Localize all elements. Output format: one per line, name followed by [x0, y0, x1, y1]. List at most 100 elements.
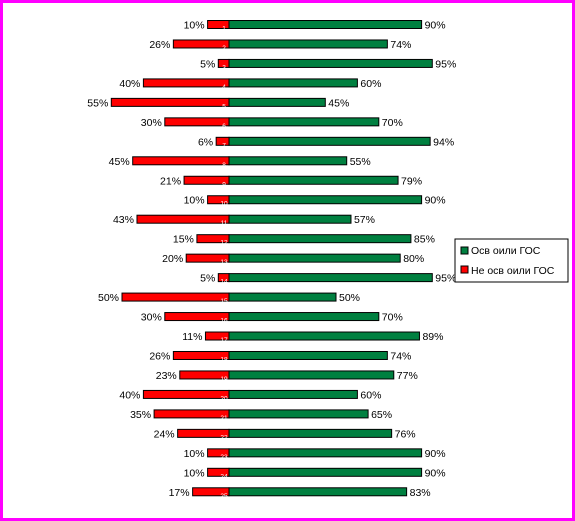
bar-fail — [142, 389, 230, 399]
bar-fail — [164, 312, 230, 322]
legend-swatch-pass — [460, 246, 469, 255]
data-label-fail: 43% — [113, 214, 134, 226]
data-label-pass: 74% — [390, 39, 411, 51]
data-label-pass: 45% — [328, 97, 349, 109]
bar-fail — [172, 39, 230, 49]
bar-pass — [228, 292, 337, 302]
data-label-fail: 10% — [184, 20, 205, 32]
data-label-fail: 50% — [98, 292, 119, 304]
bar-pass — [228, 39, 388, 49]
data-label-pass: 90% — [425, 195, 446, 207]
bar-pass — [228, 58, 433, 68]
category-label: 16 — [220, 318, 228, 325]
legend-label-fail: Не осв оили ГОС — [471, 265, 555, 277]
data-label-fail: 23% — [156, 370, 177, 382]
data-label-fail: 20% — [162, 253, 183, 265]
bar-fail — [142, 78, 230, 88]
bar-fail — [153, 409, 230, 419]
data-label-pass: 85% — [414, 234, 435, 246]
bar-pass — [228, 78, 358, 88]
category-label: 20 — [220, 395, 228, 402]
data-label-pass: 90% — [425, 20, 446, 32]
data-label-fail: 45% — [109, 156, 130, 168]
bar-pass — [228, 487, 408, 497]
data-label-fail: 24% — [154, 428, 175, 440]
bar-pass — [228, 175, 399, 185]
bar-pass — [228, 117, 380, 127]
bar-pass — [228, 448, 423, 458]
data-label-pass: 89% — [422, 331, 443, 343]
data-label-pass: 60% — [360, 78, 381, 90]
category-label: 12 — [220, 240, 228, 247]
data-label-fail: 10% — [184, 448, 205, 460]
bar-pass — [228, 428, 393, 438]
bar-fail — [164, 117, 230, 127]
data-label-fail: 10% — [184, 467, 205, 479]
bar-pass — [228, 312, 380, 322]
category-label: 7 — [222, 142, 226, 149]
bar-fail — [110, 97, 230, 107]
data-label-pass: 79% — [401, 175, 422, 187]
data-label-pass: 60% — [360, 389, 381, 401]
data-label-pass: 95% — [435, 58, 456, 70]
category-label: 24 — [220, 473, 228, 480]
data-label-pass: 80% — [403, 253, 424, 265]
bar-pass — [228, 156, 348, 166]
bar-pass — [228, 97, 326, 107]
bar-pass — [228, 467, 423, 477]
bar-pass — [228, 195, 423, 205]
category-label: 17 — [220, 337, 228, 344]
category-label: 22 — [220, 434, 228, 441]
category-label: 11 — [221, 220, 228, 227]
category-label: 13 — [220, 259, 228, 266]
bar-pass — [228, 273, 433, 283]
data-label-pass: 95% — [435, 273, 456, 285]
category-label: 6 — [222, 123, 226, 130]
category-label: 10 — [220, 201, 228, 208]
category-label: 9 — [222, 181, 226, 188]
data-label-fail: 15% — [173, 234, 194, 246]
data-label-pass: 83% — [410, 487, 431, 499]
bar-fail — [121, 292, 230, 302]
category-label: 21 — [220, 415, 228, 422]
category-label: 3 — [222, 64, 226, 71]
data-label-fail: 40% — [119, 389, 140, 401]
bar-pass — [228, 214, 352, 224]
legend-box — [454, 238, 569, 283]
data-label-fail: 11% — [182, 331, 202, 343]
bar-fail — [132, 156, 230, 166]
data-label-fail: 26% — [149, 39, 170, 51]
data-label-pass: 55% — [350, 156, 371, 168]
legend-label-pass: Осв оили ГОС — [471, 245, 541, 257]
data-label-fail: 21% — [160, 175, 181, 187]
data-label-pass: 77% — [397, 370, 418, 382]
category-label: 5 — [222, 103, 226, 110]
category-label: 2 — [222, 45, 226, 52]
bar-pass — [228, 350, 388, 360]
bar-fail — [136, 214, 230, 224]
bar-pass — [228, 234, 412, 244]
bar-pass — [228, 370, 395, 380]
data-label-fail: 5% — [200, 58, 215, 70]
data-label-fail: 17% — [169, 487, 190, 499]
data-label-fail: 35% — [130, 409, 151, 421]
category-label: 23 — [220, 454, 228, 461]
data-label-pass: 74% — [390, 350, 411, 362]
category-label: 19 — [220, 376, 228, 383]
data-label-pass: 50% — [339, 292, 360, 304]
bar-pass — [228, 409, 369, 419]
bars-group: 110% 90%226% 74%35% 95%440% 60%555% 45%630% 70… — [87, 20, 456, 500]
bar-pass — [228, 331, 420, 341]
data-label-pass: 76% — [395, 428, 416, 440]
data-label-fail: 10% — [184, 195, 205, 207]
data-label-fail: 5% — [200, 273, 215, 285]
category-label: 8 — [222, 162, 226, 169]
bar-pass — [228, 20, 423, 29]
category-label: 4 — [222, 84, 226, 91]
bar-pass — [228, 136, 431, 146]
data-label-fail: 55% — [87, 97, 108, 109]
data-label-fail: 40% — [119, 78, 140, 90]
data-label-pass: 90% — [425, 467, 446, 479]
data-label-fail: 30% — [141, 312, 162, 324]
